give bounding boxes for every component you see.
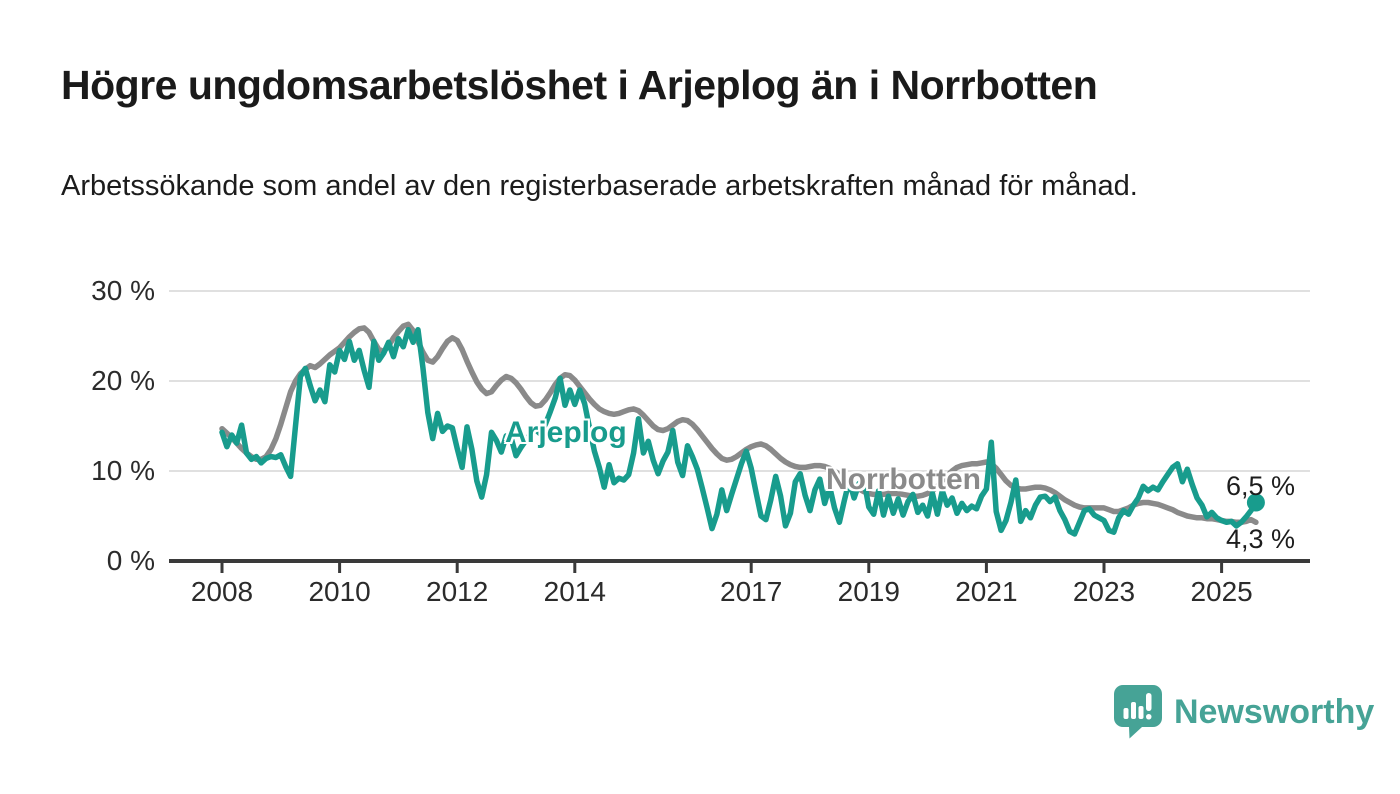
page-title: Högre ungdomsarbetslöshet i Arjeplog än … [61, 62, 1098, 108]
x-tick-label-2021: 2021 [955, 576, 1018, 607]
x-tick-label-2017: 2017 [720, 576, 783, 607]
x-tick-label-2023: 2023 [1072, 576, 1136, 607]
chart-subtitle: Arbetssökande som andel av den registerb… [61, 170, 1138, 202]
end-value-label-arjeplog: 6,5 % [1226, 471, 1296, 501]
x-axis-tick-2012 [455, 563, 459, 573]
x-axis-tick-2025 [1220, 563, 1224, 573]
x-tick-label-2025: 2025 [1190, 576, 1253, 607]
x-axis-tick-2008 [220, 563, 224, 573]
x-tick-label-2019: 2019 [837, 576, 900, 607]
y-tick-label-0: 0 % [106, 545, 155, 576]
x-tick-label-2010: 2010 [308, 576, 371, 607]
x-axis-tick-2010 [338, 563, 342, 573]
x-axis-tick-2021 [984, 563, 988, 573]
newsworthy-logo-icon [1114, 685, 1162, 739]
newsworthy-logo: Newsworthy [1112, 683, 1374, 741]
y-tick-label-20: 20 % [91, 365, 155, 396]
x-axis-tick-2017 [749, 563, 753, 573]
arjeplog-end-dot [1246, 493, 1265, 512]
x-axis-tick-2014 [573, 563, 577, 573]
newsworthy-wordmark: Newsworthy [1174, 693, 1375, 731]
y-tick-label-30: 30 % [91, 275, 155, 306]
norrbotten-line [219, 321, 1259, 526]
x-axis-tick-2023 [1102, 563, 1106, 573]
x-axis-line [169, 559, 1310, 563]
x-tick-label-2014: 2014 [543, 576, 606, 607]
end-value-label-norrbotten: 4,3 % [1226, 524, 1296, 554]
x-tick-label-2012: 2012 [426, 576, 489, 607]
series-label-norrbotten: Norrbotten [826, 463, 981, 496]
series-label-arjeplog: Arjeplog [505, 416, 627, 449]
x-axis-tick-2019 [867, 563, 871, 573]
x-tick-label-2008: 2008 [190, 576, 254, 607]
y-tick-label-10: 10 % [91, 455, 155, 486]
arjeplog-line [219, 326, 1259, 537]
